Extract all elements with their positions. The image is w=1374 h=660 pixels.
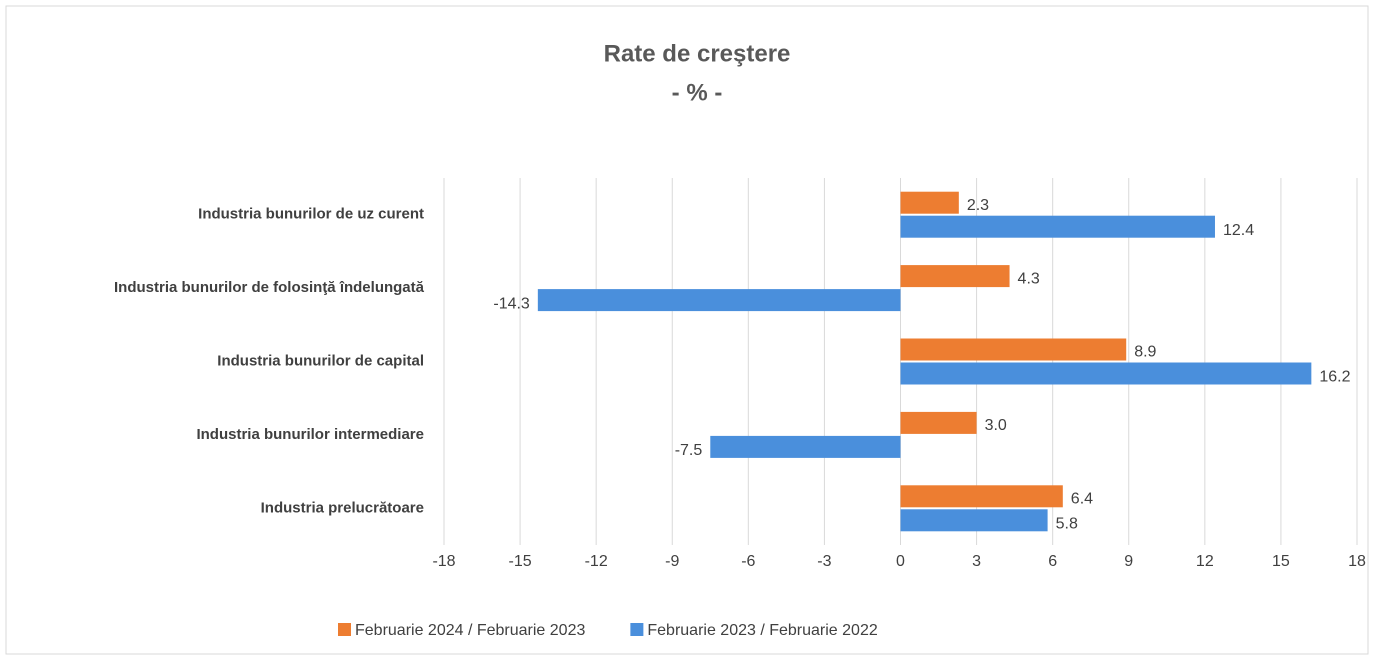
y-tick-label: Industria bunurilor intermediare [196,426,424,443]
x-tick-label: -9 [665,553,679,570]
bar [537,289,901,312]
bar [900,362,1312,385]
legend-swatch [338,623,351,636]
x-tick-label: 15 [1272,553,1290,570]
value-label: -7.5 [675,442,703,459]
y-tick-label: Industria prelucrătoare [261,499,424,516]
value-label: 5.8 [1056,516,1078,533]
y-tick-label: Industria bunurilor de uz curent [198,206,424,223]
x-tick-label: -3 [817,553,831,570]
x-tick-label: 18 [1348,553,1366,570]
value-label: 3.0 [985,417,1007,434]
x-tick-label: -18 [432,553,455,570]
x-tick-label: 6 [1048,553,1057,570]
bar [900,485,1063,508]
value-label: 16.2 [1319,369,1350,386]
bar [900,509,1048,532]
x-tick-label: 3 [972,553,981,570]
legend-swatch [630,623,644,636]
y-tick-label: Industria bunurilor de folosinţă îndelun… [114,279,425,296]
x-tick-label: -15 [509,553,532,570]
bar [900,215,1215,238]
bar [900,338,1127,361]
x-tick-label: 12 [1196,553,1214,570]
value-label: 4.3 [1018,270,1040,287]
legend-label: Februarie 2023 / Februarie 2022 [647,622,877,639]
x-tick-label: 0 [896,553,905,570]
x-tick-label: 9 [1124,553,1133,570]
value-label: 12.4 [1223,222,1254,239]
value-label: -14.3 [493,295,530,312]
chart-border [5,5,1369,655]
x-tick-label: -6 [741,553,755,570]
bar [710,435,901,458]
legend-label: Februarie 2024 / Februarie 2023 [355,622,585,639]
chart-title: Rate de creştere [604,40,791,67]
x-tick-label: -12 [585,553,608,570]
bar [900,191,959,214]
bar [900,265,1010,288]
value-label: 6.4 [1071,491,1093,508]
bar [900,411,977,434]
chart-subtitle: - % - [672,79,723,106]
y-tick-label: Industria bunurilor de capital [217,352,424,369]
value-label: 8.9 [1134,344,1156,361]
value-label: 2.3 [967,197,989,214]
